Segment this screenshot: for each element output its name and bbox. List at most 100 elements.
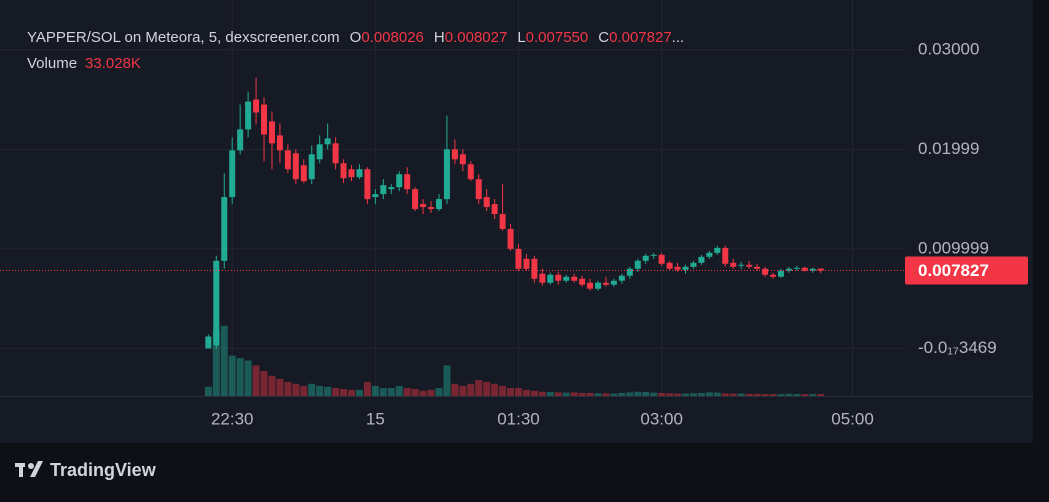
candle-body [268,121,275,144]
x-tick-label: 01:30 [497,409,540,428]
candle-body [531,258,538,279]
volume-legend: Volume 33.028K [27,55,141,72]
volume-bar [379,388,387,396]
volume-bar [729,393,737,396]
candle-body [785,268,792,271]
candle-body [547,274,554,283]
candle-body [579,278,586,285]
candle-body [618,275,625,281]
candle-body [420,204,427,208]
candle-body [404,174,411,190]
volume-bar [419,390,427,396]
candle-body [348,169,355,178]
volume-bar [204,386,212,396]
volume-bar [689,393,697,396]
candle-body [690,262,697,267]
candle-body [467,164,474,180]
candle-body [380,185,387,195]
candle-body [650,254,657,256]
volume-bar [578,392,586,396]
candle-body [261,104,268,135]
volume-bar [594,393,602,396]
volume-bar [371,385,379,396]
candle-body [308,154,315,180]
volume-bar [801,394,809,396]
candle-body [539,273,546,283]
candle-body [658,254,665,264]
volume-bar [586,392,594,396]
volume-bar [427,389,435,396]
candle-body [491,204,498,215]
symbol-title: YAPPER/SOL on Meteora, 5, dexscreener.co… [27,29,340,46]
candle-body [428,207,435,210]
candle-body [451,149,458,160]
candle-body [634,260,641,269]
volume-bar [491,383,499,396]
volume-bar [674,393,682,396]
candle-body [730,262,737,267]
volume-bar [809,394,817,396]
volume-bar [284,381,292,396]
volume-bar [515,388,523,396]
candle-body [626,268,633,276]
candle-body [364,169,371,200]
y-tick-label: 0.03000 [918,39,979,58]
ohlc-letter: H [434,29,445,46]
candle-body [555,274,562,281]
volume-bar [395,385,403,396]
candle-body [435,199,442,210]
volume-bar [554,392,562,396]
ohlc-value: 0.008026 [361,29,424,46]
volume-bar [348,389,356,396]
x-tick-label: 03:00 [640,409,683,428]
candle-body [221,197,228,261]
candle-body [754,266,761,269]
candle-body [213,260,220,346]
tradingview-logo: TradingView [15,460,157,480]
volume-bar [538,391,546,396]
volume-bar [252,365,260,396]
x-tick-label: 22:30 [211,409,254,428]
volume-bar [697,392,705,396]
volume-bar [292,383,300,396]
volume-bar [316,385,324,396]
candle-body [817,268,824,271]
volume-bar [244,360,252,396]
y-tick-label: -0.0₁₇3469 [918,338,997,357]
candle-body [245,101,252,130]
candle-body [332,143,339,164]
candle-body [762,268,769,275]
volume-bar [459,385,467,396]
candle-body [515,248,522,269]
volume-bar [276,378,284,396]
axes: 0.03000 0.01999 0.009999 -0.0₁₇3469 22:30 15 0… [211,39,1028,428]
candle-body [595,282,602,289]
volume-bar [642,391,650,396]
volume-bar [785,393,793,396]
x-tick-label: 15 [366,409,385,428]
volume-bar [228,355,236,396]
ohlc-value: 0.007550 [526,29,589,46]
volume-bar [817,393,825,396]
candle-body [483,197,490,208]
candle-body [459,154,466,165]
volume-bar [745,393,753,396]
candle-body [602,282,609,285]
volume-bar [737,393,745,396]
volume-bar [443,365,451,396]
candle-body [412,189,419,210]
volume-bar [308,383,316,396]
candle-body [642,255,649,261]
candle-body [300,165,307,182]
volume-bar [777,394,785,396]
volume-bar [363,381,371,396]
candle-body [610,280,617,285]
volume-bar [546,391,554,396]
candle-body [253,99,260,113]
ohlc-value: 0.007827 [609,29,672,46]
x-tick-label: 05:00 [831,409,874,428]
candle-body [356,169,363,178]
volume-bar [324,386,332,396]
candle-body [769,274,776,277]
